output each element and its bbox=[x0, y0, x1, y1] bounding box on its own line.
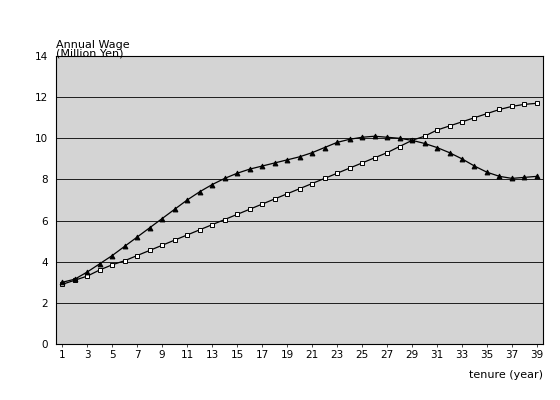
Stakeholder Oriented bbox=[396, 144, 403, 149]
Shareholder Oriented bbox=[396, 136, 403, 141]
Stakeholder Oriented bbox=[421, 134, 428, 139]
Stakeholder Oriented bbox=[484, 111, 491, 116]
Stakeholder Oriented bbox=[197, 228, 203, 232]
Stakeholder Oriented bbox=[159, 243, 166, 248]
Shareholder Oriented bbox=[521, 175, 528, 180]
Stakeholder Oriented bbox=[71, 278, 78, 283]
Shareholder Oriented bbox=[122, 244, 128, 249]
Shareholder Oriented bbox=[259, 164, 265, 168]
Text: tenure (year): tenure (year) bbox=[469, 370, 543, 380]
Text: Annual Wage: Annual Wage bbox=[56, 40, 129, 50]
Text: (Million Yen): (Million Yen) bbox=[56, 48, 124, 58]
Shareholder Oriented bbox=[371, 134, 378, 139]
Shareholder Oriented bbox=[334, 140, 340, 145]
Shareholder Oriented bbox=[109, 253, 115, 258]
Shareholder Oriented bbox=[296, 154, 303, 159]
Shareholder Oriented bbox=[171, 207, 178, 212]
Shareholder Oriented bbox=[359, 135, 366, 140]
Stakeholder Oriented bbox=[246, 207, 253, 212]
Stakeholder Oriented bbox=[433, 128, 440, 132]
Shareholder Oriented bbox=[421, 141, 428, 146]
Shareholder Oriented bbox=[384, 135, 390, 140]
Line: Shareholder Oriented: Shareholder Oriented bbox=[60, 134, 539, 285]
Stakeholder Oriented bbox=[309, 181, 315, 186]
Stakeholder Oriented bbox=[109, 262, 115, 267]
Shareholder Oriented bbox=[433, 145, 440, 150]
Stakeholder Oriented bbox=[359, 160, 366, 165]
Stakeholder Oriented bbox=[496, 107, 503, 112]
Shareholder Oriented bbox=[409, 138, 416, 143]
Stakeholder Oriented bbox=[59, 282, 66, 287]
Shareholder Oriented bbox=[246, 167, 253, 172]
Shareholder Oriented bbox=[159, 216, 166, 221]
Line: Stakeholder Oriented: Stakeholder Oriented bbox=[60, 101, 539, 287]
Stakeholder Oriented bbox=[371, 156, 378, 160]
Shareholder Oriented bbox=[209, 182, 216, 187]
Stakeholder Oriented bbox=[284, 192, 291, 196]
Stakeholder Oriented bbox=[409, 138, 416, 143]
Shareholder Oriented bbox=[71, 277, 78, 282]
Shareholder Oriented bbox=[534, 174, 540, 179]
Shareholder Oriented bbox=[508, 176, 515, 181]
Shareholder Oriented bbox=[484, 170, 491, 175]
Shareholder Oriented bbox=[96, 261, 103, 266]
Shareholder Oriented bbox=[84, 270, 91, 274]
Shareholder Oriented bbox=[271, 160, 278, 165]
Stakeholder Oriented bbox=[334, 171, 340, 176]
Shareholder Oriented bbox=[284, 158, 291, 162]
Stakeholder Oriented bbox=[534, 101, 540, 106]
Shareholder Oriented bbox=[234, 171, 240, 176]
Stakeholder Oriented bbox=[446, 124, 453, 128]
Shareholder Oriented bbox=[309, 150, 315, 155]
Stakeholder Oriented bbox=[259, 202, 265, 206]
Stakeholder Oriented bbox=[508, 104, 515, 109]
Stakeholder Oriented bbox=[321, 176, 328, 181]
Stakeholder Oriented bbox=[122, 258, 128, 263]
Stakeholder Oriented bbox=[171, 238, 178, 242]
Shareholder Oriented bbox=[346, 137, 353, 142]
Shareholder Oriented bbox=[496, 174, 503, 179]
Stakeholder Oriented bbox=[184, 232, 190, 237]
Shareholder Oriented bbox=[59, 280, 66, 285]
Shareholder Oriented bbox=[197, 189, 203, 194]
Stakeholder Oriented bbox=[134, 253, 141, 258]
Shareholder Oriented bbox=[321, 145, 328, 150]
Shareholder Oriented bbox=[221, 176, 228, 181]
Stakeholder Oriented bbox=[521, 102, 528, 107]
Stakeholder Oriented bbox=[234, 212, 240, 217]
Shareholder Oriented bbox=[471, 164, 478, 168]
Stakeholder Oriented bbox=[96, 268, 103, 272]
Stakeholder Oriented bbox=[84, 274, 91, 278]
Stakeholder Oriented bbox=[471, 115, 478, 120]
Stakeholder Oriented bbox=[459, 120, 465, 124]
Stakeholder Oriented bbox=[146, 248, 153, 253]
Stakeholder Oriented bbox=[296, 186, 303, 191]
Stakeholder Oriented bbox=[271, 196, 278, 201]
Stakeholder Oriented bbox=[384, 150, 390, 155]
Stakeholder Oriented bbox=[209, 222, 216, 227]
Shareholder Oriented bbox=[184, 198, 190, 202]
Stakeholder Oriented bbox=[346, 166, 353, 170]
Shareholder Oriented bbox=[146, 225, 153, 230]
Stakeholder Oriented bbox=[221, 217, 228, 222]
Shareholder Oriented bbox=[446, 150, 453, 155]
Shareholder Oriented bbox=[459, 156, 465, 161]
Shareholder Oriented bbox=[134, 235, 141, 240]
